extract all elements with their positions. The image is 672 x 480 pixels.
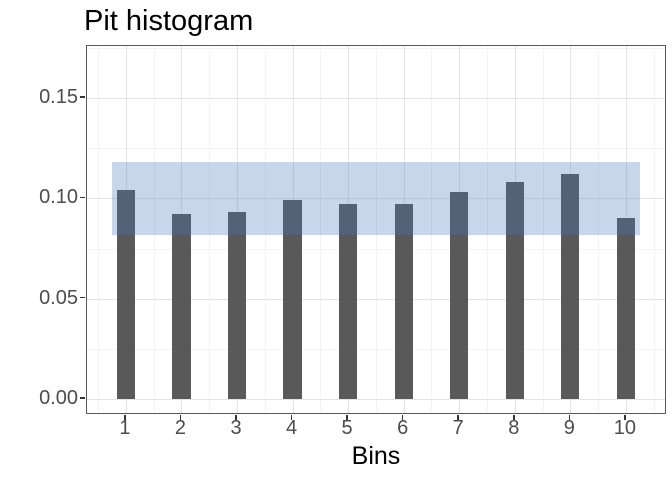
gridline-major-h [87,98,665,100]
y-tick-mark [80,196,85,199]
gridline-minor-v [264,46,266,413]
x-tick-label: 2 [174,417,186,439]
gridline-minor-v [98,46,100,413]
x-axis-title: Bins [351,442,401,470]
gridline-major-h [87,198,665,200]
x-tick-label: 4 [285,417,298,439]
histogram-bar [172,214,191,399]
x-tick-mark [235,414,237,420]
plot-panel [86,45,666,414]
gridline-minor-v [320,46,322,413]
x-tick-mark [457,414,459,420]
x-tick-mark [179,414,182,420]
gridline-minor-v [153,46,155,413]
x-tick-mark [401,414,404,420]
x-tick-label: 7 [452,417,464,439]
plot-title: Pit histogram [84,5,254,37]
x-tick-mark [290,414,293,420]
gridline-minor-v [431,46,433,413]
y-tick-mark [80,397,85,399]
histogram-bar [116,190,136,399]
x-tick-mark [346,414,348,420]
histogram-bar [227,212,247,399]
y-tick-label: 0.15 [39,86,78,109]
y-tick-label: 0.00 [39,386,78,409]
histogram-bar [505,182,524,399]
gridline-major-h [87,298,665,300]
gridline-major-h [87,398,665,400]
histogram-bar [450,192,469,399]
histogram-bar [616,218,636,399]
x-tick-mark [568,414,571,420]
x-tick-mark [513,414,515,420]
histogram-bar [394,204,413,399]
histogram-bar [283,200,302,399]
gridline-minor-v [598,46,600,413]
confidence-band [112,162,640,235]
gridline-minor-v [653,46,655,413]
y-tick-label: 0.10 [39,186,78,209]
x-tick-label: 8 [508,417,520,439]
x-tick-mark [124,414,126,420]
y-tick-label: 0.05 [39,286,78,309]
histogram-bar [561,174,580,399]
x-tick-label: 10 [613,417,636,439]
x-tick-mark [624,414,626,420]
x-tick-label: 5 [341,417,353,439]
y-tick-mark [80,96,85,98]
gridline-minor-v [487,46,488,413]
x-tick-label: 3 [230,417,242,439]
gridline-minor-v [375,46,377,413]
gridline-minor-v [209,46,211,413]
histogram-bar [338,204,358,399]
y-tick-mark [80,296,85,299]
x-tick-label: 6 [397,417,409,439]
x-tick-label: 9 [563,417,575,439]
x-tick-label: 1 [119,417,131,439]
gridline-minor-v [542,46,544,413]
